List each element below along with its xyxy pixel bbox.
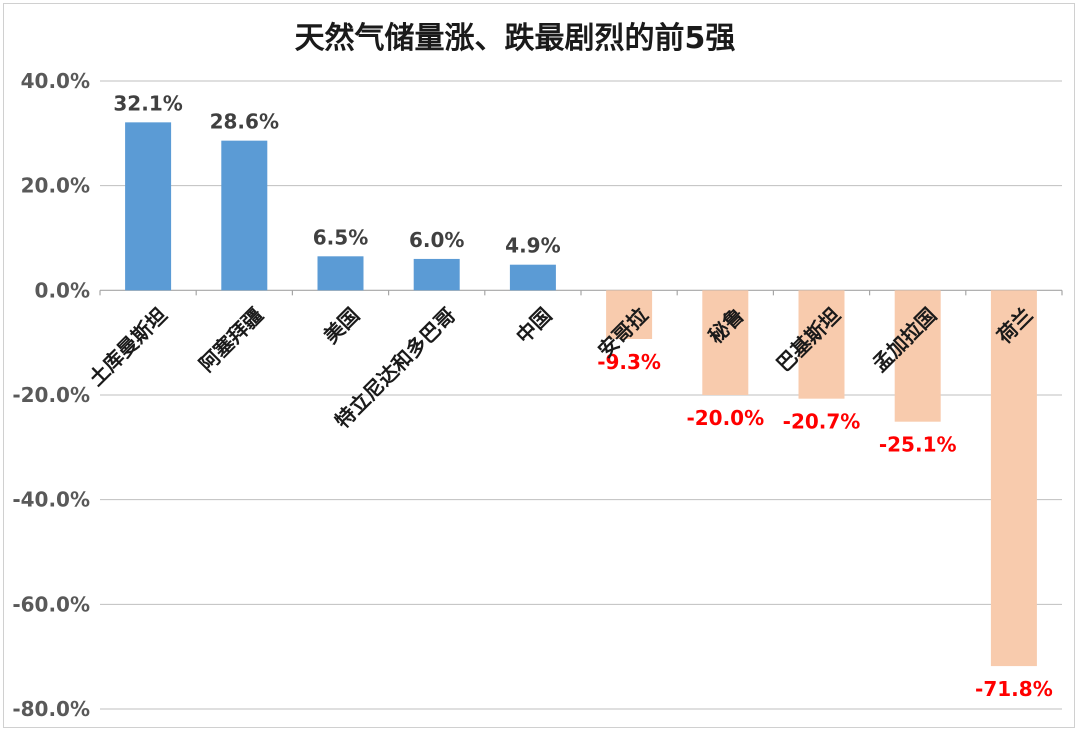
y-tick-label: -80.0% [12,697,90,721]
data-label: -20.7% [783,410,861,434]
y-axis-tick-labels: 40.0% 20.0% 0.0% -20.0% -40.0% -60.0% -80.0% [12,69,90,721]
category-label: 中国 [511,303,556,348]
y-tick-label: 40.0% [21,69,90,93]
data-label-layer: 32.1%28.6%6.5% 6.0% 4.9%-9.3%-20.0% -20.7%-… [113,91,1052,701]
bar-layer [125,122,1037,667]
category-label: 土库曼斯坦 [84,303,172,391]
bar [317,256,364,291]
bar [125,122,172,291]
y-tick-label: 0.0% [35,278,90,302]
y-tick-label: -20.0% [12,383,90,407]
data-label: -20.0% [686,406,764,430]
data-label: 6.5% [313,225,368,249]
bar [798,290,845,399]
data-label: 28.6% [210,110,279,134]
data-label: -71.8% [975,677,1053,701]
data-label: 4.9% [505,234,560,258]
category-label: 阿塞拜疆 [194,303,268,377]
chart-frame: 天然气储量涨、跌最剧烈的前5强 40.0% 20.0% 0.0% -20.0% -40.… [3,3,1075,728]
bar [221,140,268,291]
chart-title: 天然气储量涨、跌最剧烈的前5强 [295,21,736,56]
data-label: 32.1% [113,91,182,115]
y-tick-label: -40.0% [12,488,90,512]
bar [606,290,653,340]
bar [990,290,1037,667]
bar [413,258,460,291]
bar [894,290,941,422]
chart-svg: 天然气储量涨、跌最剧烈的前5强 40.0% 20.0% 0.0% -20.0% -40.… [12,21,1063,721]
y-tick-label: 20.0% [21,174,90,198]
bar [509,264,556,291]
data-label: 6.0% [409,228,464,252]
bar [702,290,749,395]
category-label: 美国 [319,303,364,348]
data-label: -9.3% [597,350,661,374]
y-tick-label: -60.0% [12,592,90,616]
data-label: -25.1% [879,433,957,457]
